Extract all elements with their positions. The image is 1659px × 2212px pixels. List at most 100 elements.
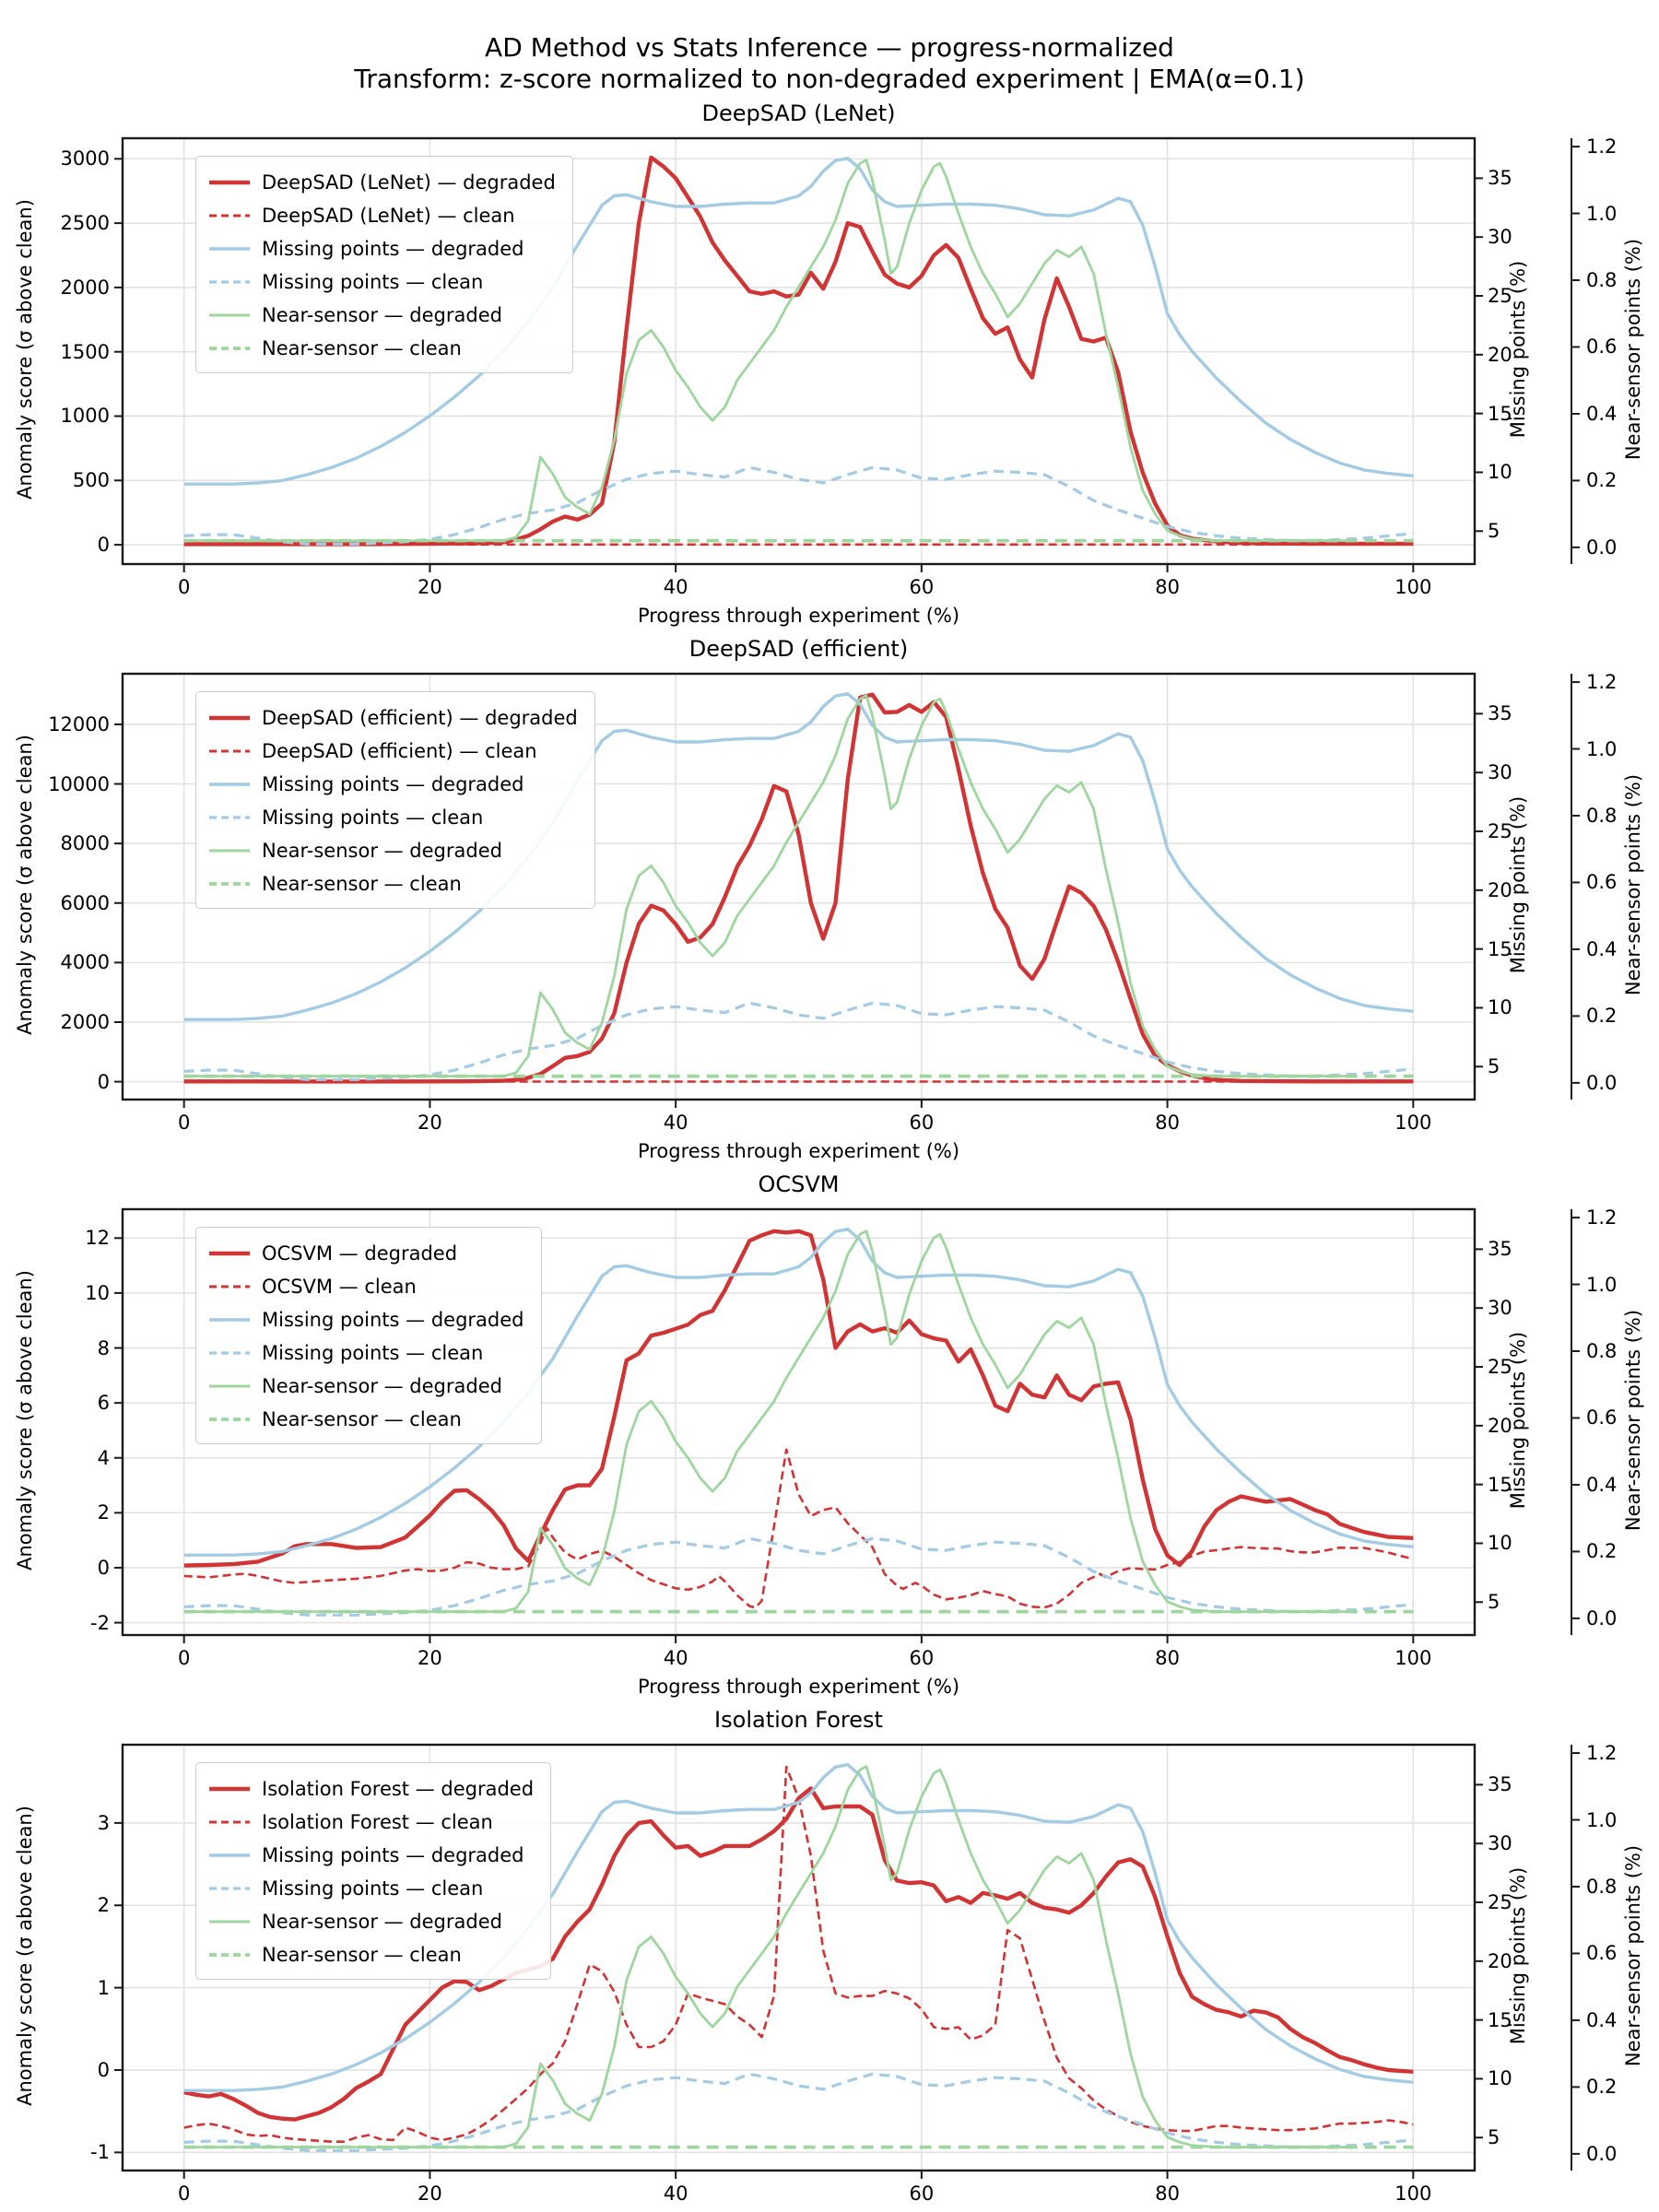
legend-item: DeepSAD (LeNet) — degraded bbox=[208, 166, 556, 199]
series-missing-clean bbox=[183, 465, 1414, 546]
y-tick-label-near: 0.2 bbox=[1586, 2076, 1618, 2099]
legend-label: Near-sensor — degraded bbox=[262, 1911, 502, 1933]
y-tick-label-left: 3000 bbox=[60, 147, 110, 171]
legend-box: DeepSAD (efficient) — degraded DeepSAD (e… bbox=[195, 691, 595, 909]
y-tick-label-missing: 30 bbox=[1488, 1297, 1512, 1320]
legend-item: Isolation Forest — clean bbox=[208, 1806, 534, 1839]
y-tick-label-near: 0.6 bbox=[1586, 335, 1618, 359]
y-axis-label-left: Anomaly score (σ above clean) bbox=[14, 199, 36, 500]
legend-label: Near-sensor — clean bbox=[262, 337, 462, 359]
x-axis-label: Progress through experiment (%) bbox=[637, 605, 960, 627]
legend-label: OCSVM — clean bbox=[262, 1276, 417, 1298]
y-tick-label-missing: 10 bbox=[1488, 2067, 1512, 2090]
series-near-degraded bbox=[183, 159, 1352, 542]
y-tick-label-near: 1.0 bbox=[1586, 1808, 1618, 1831]
legend-swatch bbox=[209, 882, 250, 886]
legend-item: Missing points — degraded bbox=[208, 1303, 524, 1336]
y-tick-label-near: 0.8 bbox=[1586, 1876, 1618, 1898]
y-axis-label-near: Near-sensor points (%) bbox=[1622, 773, 1644, 996]
y-tick-label-left: 12000 bbox=[48, 712, 110, 735]
legend-label: Near-sensor — clean bbox=[262, 1408, 462, 1430]
x-tick-label: 40 bbox=[663, 1112, 688, 1134]
y-tick-label-near: 0.2 bbox=[1586, 1540, 1618, 1563]
legend-swatch bbox=[209, 1953, 250, 1957]
y-tick-label-left: 8000 bbox=[60, 832, 110, 855]
legend-label: Isolation Forest — clean bbox=[262, 1811, 493, 1833]
y-tick-label-left: 0 bbox=[97, 1556, 110, 1579]
y-tick-label-near: 0.6 bbox=[1586, 1942, 1618, 1965]
legend-item: DeepSAD (efficient) — clean bbox=[208, 735, 578, 768]
legend-label: DeepSAD (LeNet) — clean bbox=[262, 205, 515, 227]
y-tick-label-left: 4000 bbox=[60, 951, 110, 974]
legend-item: Missing points — clean bbox=[208, 1336, 524, 1370]
plot-spines bbox=[121, 672, 1477, 1101]
y-tick-label-near: 0.0 bbox=[1586, 535, 1618, 559]
series-missing-clean bbox=[183, 1536, 1414, 1617]
legend-item: Missing points — clean bbox=[208, 801, 578, 834]
legend-label: Missing points — clean bbox=[262, 271, 484, 293]
x-tick-label: 60 bbox=[909, 1112, 935, 1134]
legend-item: Missing points — degraded bbox=[208, 232, 556, 265]
y-tick-label-left: 2 bbox=[97, 1894, 110, 1917]
y-tick-label-left: 2500 bbox=[60, 212, 110, 235]
legend-swatch bbox=[209, 749, 250, 753]
legend-label: Missing points — clean bbox=[262, 1342, 484, 1364]
y-tick-label-missing: 30 bbox=[1488, 1832, 1512, 1855]
y-tick-label-near: 0.6 bbox=[1586, 871, 1618, 894]
x-tick-label: 40 bbox=[663, 576, 688, 598]
x-tick-label: 60 bbox=[909, 1647, 935, 1669]
y-tick-label-near: 0.2 bbox=[1586, 1005, 1618, 1028]
y-tick-label-missing: 5 bbox=[1488, 2126, 1500, 2149]
legend-item: Isolation Forest — degraded bbox=[208, 1772, 534, 1806]
legend-item: Near-sensor — clean bbox=[208, 332, 556, 365]
legend-swatch bbox=[209, 347, 250, 350]
legend-swatch bbox=[209, 816, 250, 819]
subplot-title: DeepSAD (LeNet) bbox=[701, 100, 896, 126]
y-tick-label-missing: 35 bbox=[1488, 167, 1512, 190]
legend-swatch bbox=[209, 280, 250, 284]
y-tick-label-missing: 30 bbox=[1488, 761, 1512, 784]
series-missing-degraded bbox=[183, 1228, 1414, 1557]
legend-swatch bbox=[209, 1887, 250, 1890]
y-tick-label-near: 0.8 bbox=[1586, 1340, 1618, 1362]
plot-area-svg bbox=[114, 136, 1580, 572]
y-tick-label-near: 1.2 bbox=[1586, 671, 1618, 694]
x-tick-label: 40 bbox=[663, 2183, 688, 2205]
y-tick-label-left: 12 bbox=[85, 1227, 110, 1250]
series-method-clean bbox=[183, 1765, 1414, 2143]
legend-label: Missing points — degraded bbox=[262, 773, 524, 795]
legend-item: Near-sensor — degraded bbox=[208, 1905, 534, 1938]
y-tick-label-missing: 10 bbox=[1488, 461, 1512, 484]
y-tick-label-left: 1500 bbox=[60, 340, 110, 363]
legend-swatch bbox=[209, 1786, 250, 1792]
y-tick-label-missing: 25 bbox=[1488, 820, 1512, 843]
y-axis-label-missing: Missing points (%) bbox=[1507, 1866, 1529, 2045]
y-tick-label-near: 1.2 bbox=[1586, 1206, 1618, 1230]
y-axis-label-near: Near-sensor points (%) bbox=[1622, 1309, 1644, 1532]
subplot-title: Isolation Forest bbox=[714, 1707, 883, 1733]
legend-item: Missing points — degraded bbox=[208, 1839, 534, 1872]
legend-label: OCSVM — degraded bbox=[262, 1242, 458, 1265]
y-tick-label-missing: 35 bbox=[1488, 1238, 1512, 1261]
x-tick-label: 20 bbox=[418, 576, 442, 598]
y-tick-label-near: 1.0 bbox=[1586, 202, 1618, 225]
y-tick-label-missing: 10 bbox=[1488, 996, 1512, 1019]
series-missing-degraded bbox=[183, 692, 1414, 1021]
y-tick-label-missing: 5 bbox=[1488, 1055, 1500, 1078]
series-missing-clean bbox=[183, 1001, 1414, 1081]
plot-spines bbox=[121, 1743, 1477, 2172]
legend-item: DeepSAD (LeNet) — clean bbox=[208, 199, 556, 232]
y-tick-label-near: 1.0 bbox=[1586, 737, 1618, 760]
series-missing-degraded bbox=[183, 157, 1414, 486]
y-axis-label-left: Anomaly score (σ above clean) bbox=[14, 1806, 36, 2106]
legend-swatch bbox=[209, 180, 250, 185]
legend-label: Missing points — degraded bbox=[262, 1844, 524, 1866]
y-tick-label-left: 1000 bbox=[60, 405, 110, 428]
y-tick-label-missing: 15 bbox=[1488, 1473, 1512, 1496]
legend-item: DeepSAD (efficient) — degraded bbox=[208, 701, 578, 735]
legend-swatch bbox=[209, 1251, 250, 1256]
legend-item: Near-sensor — degraded bbox=[208, 834, 578, 867]
y-tick-label-missing: 15 bbox=[1488, 2008, 1512, 2031]
y-tick-label-missing: 35 bbox=[1488, 1773, 1512, 1796]
